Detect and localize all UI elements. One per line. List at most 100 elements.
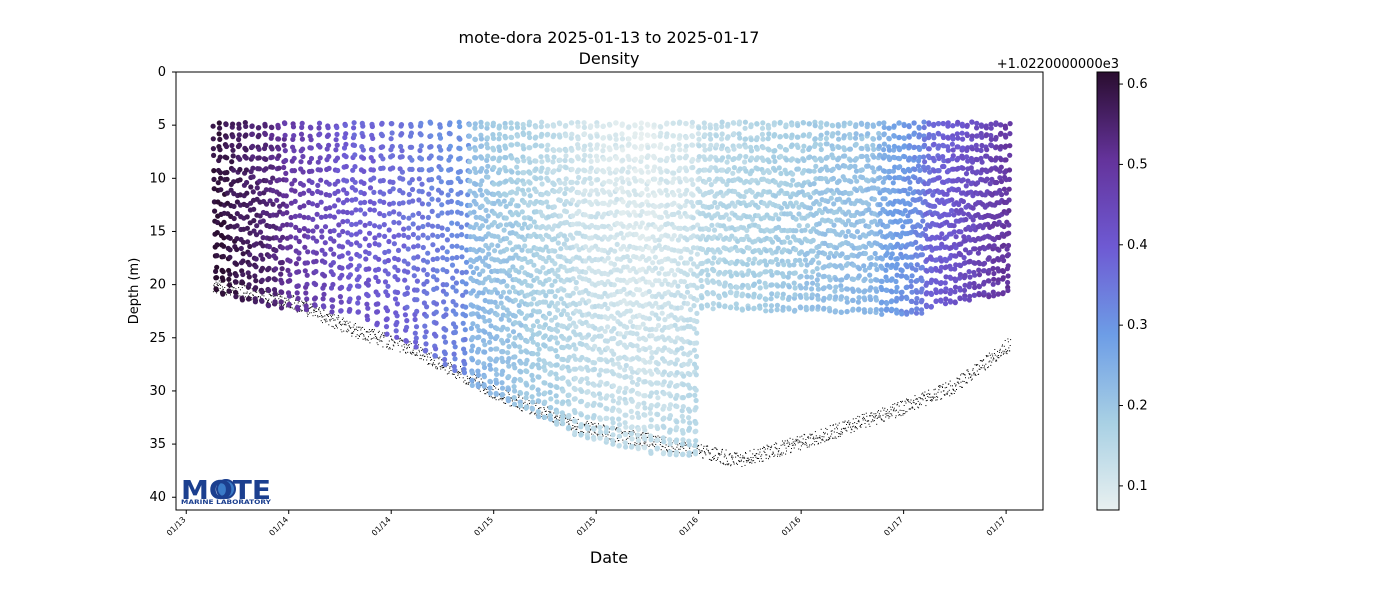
density-point <box>550 159 556 165</box>
density-point <box>561 287 567 293</box>
density-point <box>390 200 396 206</box>
density-point <box>259 289 265 295</box>
density-point <box>613 136 619 142</box>
density-point <box>214 264 220 270</box>
density-point <box>389 121 395 127</box>
bathymetry-point <box>684 444 686 446</box>
bathymetry-point <box>876 418 878 419</box>
density-point <box>527 159 533 165</box>
bathymetry-point <box>455 376 456 378</box>
density-point <box>214 242 220 248</box>
density-point <box>212 208 218 214</box>
density-point <box>524 391 530 397</box>
bathymetry-point <box>939 385 941 387</box>
bathymetry-point <box>326 320 328 322</box>
bathymetry-point <box>887 415 889 417</box>
density-point <box>327 205 333 211</box>
density-point <box>301 226 307 232</box>
bathymetry-point <box>291 307 293 309</box>
density-point <box>452 329 458 335</box>
density-point <box>564 311 571 318</box>
bathymetry-point <box>332 318 334 319</box>
density-point <box>690 192 696 198</box>
bathymetry-point <box>351 335 353 337</box>
bathymetry-point <box>843 427 845 429</box>
bathymetry-point <box>924 397 926 399</box>
bathymetry-point <box>944 394 946 396</box>
bathymetry-point <box>829 425 831 427</box>
density-point <box>347 296 353 302</box>
density-point <box>519 265 525 271</box>
density-point <box>690 142 696 148</box>
density-point <box>562 180 568 187</box>
density-point <box>654 389 660 396</box>
bathymetry-point <box>392 344 394 346</box>
density-point <box>500 368 506 374</box>
bathymetry-point <box>841 431 843 433</box>
density-point <box>509 197 515 203</box>
density-point <box>386 248 392 254</box>
bathymetry-point <box>586 420 588 422</box>
density-point <box>582 212 588 218</box>
bathymetry-point <box>949 395 951 397</box>
density-point <box>693 420 699 426</box>
density-point <box>602 328 608 334</box>
density-point <box>639 169 645 175</box>
bathymetry-point <box>818 442 819 444</box>
density-point <box>552 293 558 299</box>
bathymetry-point <box>475 374 477 376</box>
density-point <box>348 256 354 262</box>
bathymetry-point <box>648 446 650 447</box>
bathymetry-point <box>340 329 342 331</box>
density-point <box>315 159 321 165</box>
density-point <box>683 135 689 141</box>
density-point <box>352 164 358 170</box>
density-point <box>503 155 509 161</box>
density-point <box>360 147 366 153</box>
bathymetry-point <box>308 312 310 314</box>
bathymetry-point <box>634 444 636 446</box>
bathymetry-point <box>292 295 294 296</box>
density-point <box>319 234 325 240</box>
bathymetry-point <box>712 448 714 450</box>
density-point <box>433 301 440 307</box>
bathymetry-point <box>377 338 378 340</box>
bathymetry-point <box>278 298 280 300</box>
density-point <box>690 181 696 187</box>
density-point <box>463 281 469 287</box>
density-point <box>492 299 498 305</box>
bathymetry-point <box>246 292 248 294</box>
bathymetry-point <box>997 350 998 352</box>
bathymetry-point <box>412 352 414 353</box>
density-point <box>654 445 661 451</box>
density-point <box>243 123 249 129</box>
bathymetry-point <box>437 357 439 359</box>
bathymetry-point <box>793 444 795 446</box>
density-point <box>351 132 357 138</box>
bathymetry-point <box>764 452 766 453</box>
density-point <box>370 167 376 173</box>
density-point <box>538 124 544 130</box>
bathymetry-point <box>956 389 957 390</box>
bathymetry-point <box>237 293 239 295</box>
density-point <box>331 228 337 234</box>
bathymetry-point <box>1000 354 1002 356</box>
bathymetry-point <box>754 455 755 457</box>
density-point <box>403 338 409 344</box>
density-point <box>494 326 500 332</box>
bathymetry-point <box>912 401 914 403</box>
density-point <box>576 174 582 181</box>
density-point <box>485 174 491 180</box>
bathymetry-point <box>790 451 792 453</box>
density-point <box>463 304 469 310</box>
density-point <box>630 292 636 298</box>
density-point <box>561 323 567 330</box>
density-point <box>616 442 622 449</box>
density-point <box>527 134 533 141</box>
bathymetry-point <box>768 446 770 448</box>
bathymetry-point <box>723 463 725 465</box>
density-point <box>563 147 569 154</box>
bathymetry-point <box>1001 352 1003 354</box>
density-point <box>357 207 364 213</box>
density-point <box>575 119 581 126</box>
